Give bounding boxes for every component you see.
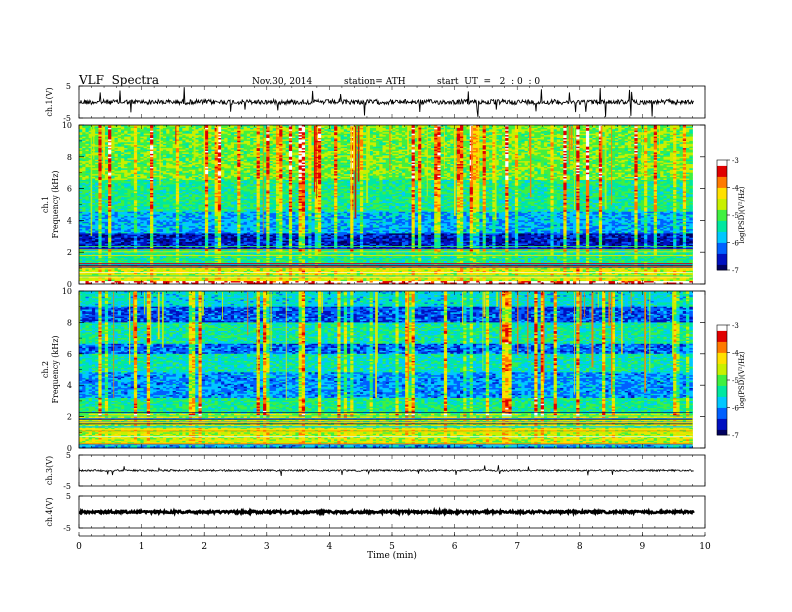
ch1-spectrogram-ytick-label: 10 [62, 121, 72, 130]
ch4-waveform-ytick-label: 5 [66, 492, 71, 501]
ch4-waveform-ytick-label: -5 [63, 524, 71, 533]
x-axis-tick-label: 2 [201, 542, 207, 552]
ch2-spectrogram-image [79, 291, 693, 448]
ch3-waveform-ytick-label: 5 [66, 451, 71, 460]
x-axis-tick-label: 1 [139, 542, 145, 552]
ch4-waveform-ylabel: ch.4(V) [45, 497, 54, 526]
ch1-spectrogram-colorbar-tick-label: -3 [732, 157, 739, 165]
ch1-waveform-ylabel: ch.1(V) [45, 87, 54, 116]
ch1-spectrogram-ytick-label: 8 [67, 153, 72, 162]
ch2-spectrogram-ylabel: ch.2 [41, 361, 50, 378]
ch1-spectrogram-ytick-label: 2 [67, 248, 72, 257]
x-axis-label: Time (min) [367, 550, 417, 561]
ch1-spectrogram-ytick-label: 6 [67, 185, 72, 194]
x-axis-tick-label: 6 [452, 542, 458, 552]
x-axis-tick-label: 9 [640, 542, 646, 552]
ch1-spectrogram-colorbar-tick-label: -7 [732, 267, 739, 275]
ch1-spectrogram-ytick-label: 4 [67, 216, 72, 225]
ch1-spectrogram-ylabel: Frequency (kHz) [51, 170, 60, 238]
ch2-spectrogram-colorbar-label: log(PSD)(V²/Hz) [738, 351, 746, 408]
x-axis-tick-label: 7 [514, 542, 520, 552]
ch2-spectrogram-ylabel: Frequency (kHz) [51, 335, 60, 403]
ch3-waveform-ylabel: ch.3(V) [45, 456, 54, 485]
ch1-waveform-ytick-label: 5 [66, 82, 71, 91]
ch1-spectrogram-image [79, 125, 693, 284]
x-axis-tick-label: 3 [264, 542, 270, 552]
ch1-spectrogram-colorbar-segment [717, 160, 727, 162]
ch2-spectrogram-ytick-label: 10 [62, 287, 72, 296]
ch3-waveform-ytick-label: -5 [63, 482, 71, 491]
ch4-waveform-trace [79, 511, 694, 513]
x-axis-tick-label: 10 [699, 542, 711, 552]
ch2-spectrogram-ytick-label: 6 [67, 350, 72, 359]
ch1-spectrogram-colorbar-label: log(PSD)(V²/Hz) [738, 186, 746, 243]
x-axis-tick-label: 4 [327, 542, 333, 552]
x-axis-tick-label: 0 [76, 542, 82, 552]
ch2-spectrogram-colorbar-tick-label: -7 [732, 432, 739, 440]
ch1-waveform-trace [79, 87, 694, 117]
ch1-spectrogram-ylabel: ch.1 [41, 196, 50, 213]
ch2-spectrogram-ytick-label: 2 [67, 413, 72, 422]
ch2-spectrogram-ytick-label: 8 [67, 318, 72, 327]
ch2-spectrogram-colorbar-segment [717, 325, 727, 327]
ch2-spectrogram-colorbar-tick-label: -3 [732, 322, 739, 330]
ch2-spectrogram-ytick-label: 4 [67, 381, 72, 390]
ch3-waveform-trace [79, 465, 694, 476]
x-axis-tick-label: 8 [577, 542, 583, 552]
